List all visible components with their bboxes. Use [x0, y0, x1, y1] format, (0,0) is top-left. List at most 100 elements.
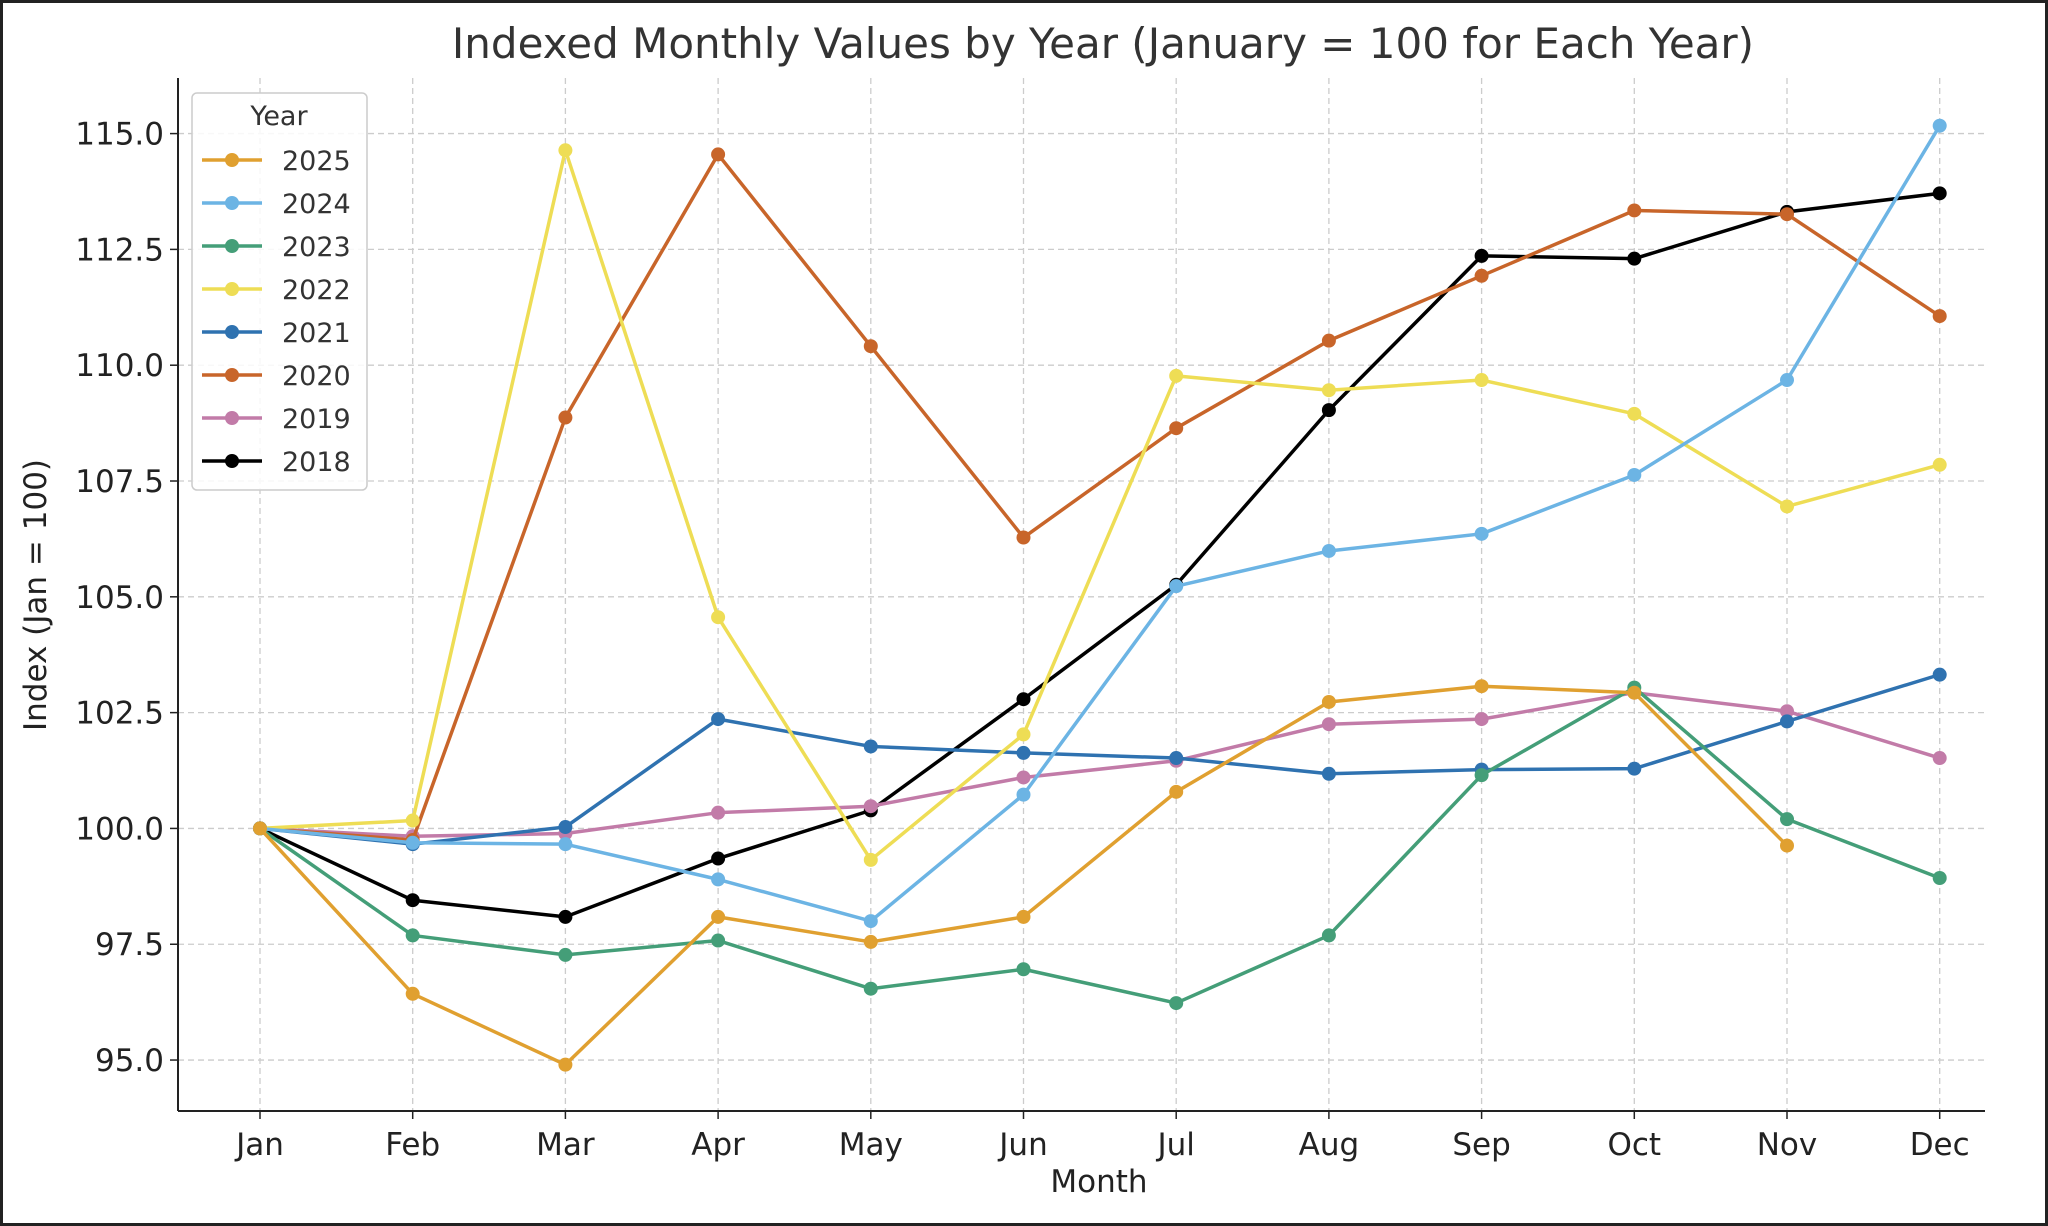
data-point-2019 [711, 805, 726, 820]
data-point-2024 [863, 914, 878, 929]
data-point-2019 [1321, 717, 1336, 732]
data-point-2023 [405, 928, 420, 943]
data-point-2020 [1321, 333, 1336, 348]
x-tick-label: Sep [1452, 1127, 1510, 1163]
data-point-2022 [1016, 727, 1031, 742]
data-point-2018 [1932, 186, 1947, 201]
legend-marker-2021 [225, 325, 239, 339]
series-line-2023 [258, 685, 1941, 1005]
series-line-2018 [259, 191, 1940, 919]
data-point-2024 [558, 837, 573, 852]
legend-marker-2025 [225, 153, 239, 167]
data-point-2023 [1932, 870, 1947, 885]
data-point-2025 [1474, 679, 1489, 694]
series-2025 [253, 679, 1794, 1072]
series-line-2024 [259, 124, 1942, 923]
data-point-2025 [1016, 909, 1031, 924]
legend-marker-2023 [225, 239, 239, 253]
data-point-2019 [1474, 712, 1489, 727]
data-point-2023 [1321, 928, 1336, 943]
series-lines [253, 118, 1947, 1072]
legend-box [191, 92, 368, 491]
x-tick-label: Nov [1757, 1127, 1818, 1163]
x-axis-label: Month [1050, 1164, 1147, 1200]
data-point-2018 [405, 893, 420, 908]
series-line-2020 [259, 152, 1941, 842]
data-point-2021 [711, 712, 726, 727]
x-tick-label: Mar [536, 1127, 595, 1163]
data-point-2023 [1016, 962, 1031, 977]
x-tick-label: Apr [691, 1127, 745, 1163]
x-tick-label: Dec [1910, 1127, 1970, 1163]
series-2021 [253, 667, 1947, 852]
legend-label: 2022 [282, 275, 351, 306]
data-point-2022 [711, 610, 726, 625]
data-point-2018 [558, 909, 573, 924]
legend-label: 2020 [282, 361, 351, 392]
y-tick-label: 95.0 [95, 1043, 164, 1079]
data-point-2022 [558, 143, 573, 158]
data-point-2025 [1780, 838, 1794, 853]
data-point-2024 [1321, 543, 1336, 558]
y-tick-label: 110.0 [75, 348, 164, 384]
data-point-2025 [558, 1057, 573, 1072]
data-point-2023 [711, 933, 726, 948]
y-tick-label: 115.0 [75, 117, 164, 153]
data-point-2018 [1321, 403, 1336, 418]
data-point-2024 [1016, 787, 1031, 802]
y-tick-label: 102.5 [75, 696, 164, 732]
data-point-2024 [1627, 467, 1642, 482]
data-point-2023 [1169, 996, 1184, 1011]
y-tick-label: 105.0 [75, 580, 164, 616]
data-point-2020 [1474, 268, 1489, 283]
y-tick-label: 107.5 [75, 464, 164, 500]
data-point-2020 [558, 410, 573, 425]
data-point-2020 [1932, 309, 1947, 324]
data-point-2023 [558, 947, 573, 962]
data-point-2021 [1169, 751, 1184, 766]
y-tick-label: 112.5 [75, 232, 164, 268]
series-2019 [253, 685, 1947, 844]
data-point-2025 [253, 821, 267, 836]
data-point-2019 [1932, 751, 1947, 766]
data-point-2020 [1627, 203, 1642, 218]
data-point-2024 [1780, 373, 1794, 388]
data-point-2020 [1780, 207, 1794, 222]
data-point-2021 [1780, 714, 1794, 729]
data-point-2025 [1169, 784, 1184, 799]
data-point-2022 [1321, 383, 1336, 398]
legend-label: 2019 [282, 404, 351, 435]
legend-label: 2021 [282, 318, 351, 349]
legend-title: Year [249, 101, 308, 132]
data-point-2021 [1321, 766, 1336, 781]
data-point-2024 [405, 835, 420, 850]
data-point-2020 [1016, 530, 1031, 545]
chart-title: Indexed Monthly Values by Year (January … [452, 19, 1754, 68]
data-point-2022 [863, 852, 878, 867]
x-tick-label: Oct [1607, 1127, 1661, 1163]
data-point-2020 [1169, 421, 1184, 436]
data-point-2018 [1627, 251, 1642, 266]
x-tick-label: Feb [385, 1127, 440, 1163]
data-point-2020 [863, 339, 878, 354]
data-point-2022 [1780, 499, 1794, 514]
series-2020 [253, 147, 1947, 848]
data-point-2024 [1474, 526, 1489, 541]
data-point-2024 [1169, 579, 1184, 594]
y-tick-label: 100.0 [75, 811, 164, 847]
data-point-2020 [711, 147, 726, 162]
axes: Jan Feb Mar Apr May Jun Jul Aug Sep Oct Nov Dec 95.0… [75, 78, 1985, 1163]
data-point-2023 [1780, 812, 1794, 827]
data-point-2025 [405, 986, 420, 1001]
data-point-2021 [1627, 761, 1642, 776]
data-point-2025 [711, 909, 726, 924]
data-point-2021 [863, 739, 878, 754]
x-tick-label: Aug [1299, 1127, 1360, 1163]
x-tick-label: May [839, 1127, 903, 1163]
legend: Year 2025 2024 2023 2022 2021 2020 2019 2018 [191, 92, 368, 491]
legend-marker-2024 [225, 196, 239, 210]
series-line-2019 [259, 690, 1941, 839]
legend-marker-2022 [225, 282, 239, 296]
data-point-2019 [1780, 704, 1794, 719]
